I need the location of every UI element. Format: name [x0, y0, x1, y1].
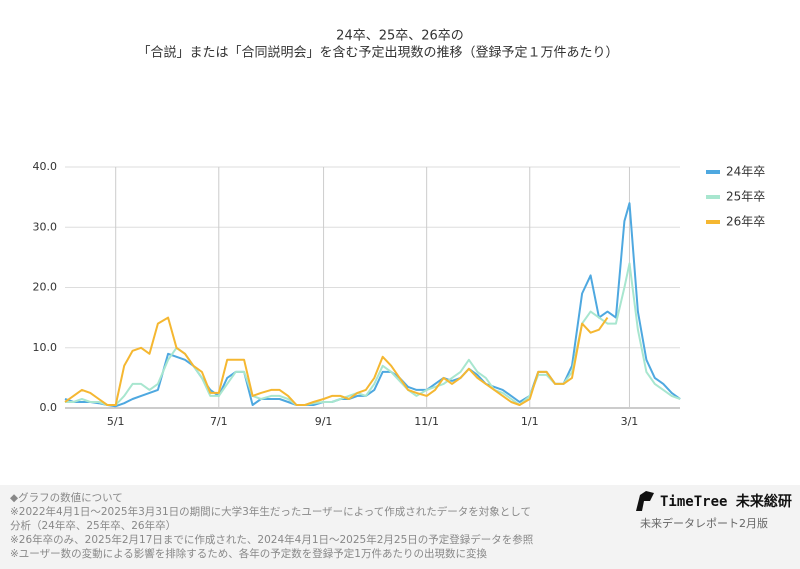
x-tick-label: 3/1 [621, 415, 639, 428]
footnote: ※2022年4月1日～2025年3月31日の期間に大学3年生だったユーザーによっ… [10, 506, 531, 518]
x-tick-label: 7/1 [210, 415, 228, 428]
legend-label: 25年卒 [726, 190, 765, 204]
series-line [64, 316, 609, 406]
footnote: ※ユーザー数の変動による影響を排除するため、各年の予定数を登録予定1万件あたりの… [10, 548, 487, 560]
x-tick-label: 11/1 [414, 415, 439, 428]
series-line [64, 202, 681, 408]
brand: TimeTree 未来総研 [660, 494, 792, 510]
series-line [65, 262, 681, 406]
footnote: ◆グラフの数値について [10, 492, 123, 504]
y-tick-label: 20.0 [33, 281, 58, 294]
x-tick-label: 1/1 [521, 415, 539, 428]
footnote: ※26年卒のみ、2025年2月17日までに作成された、2024年4月1日～202… [10, 534, 534, 546]
legend-label: 24年卒 [726, 165, 765, 179]
report: 未来データレポート2月版 [640, 517, 768, 530]
y-tick-label: 10.0 [33, 341, 58, 354]
brand-logo [636, 491, 654, 511]
legend-label: 26年卒 [726, 215, 765, 229]
y-tick-label: 30.0 [33, 220, 58, 233]
y-tick-label: 40.0 [33, 160, 58, 173]
x-tick-label: 5/1 [107, 415, 125, 428]
chart-subtitle: 「合説」または「合同説明会」を含む予定出現数の推移（登録予定１万件あたり） [137, 45, 618, 61]
x-tick-label: 9/1 [315, 415, 333, 428]
chart-title: 24卒、25卒、26卒の [336, 29, 464, 44]
y-tick-label: 0.0 [40, 401, 58, 414]
footer: ◆グラフの数値について ※2022年4月1日～2025年3月31日の期間に大学3年… [0, 485, 800, 569]
footnote: 分析（24年卒、25年卒、26年卒） [10, 520, 177, 532]
chart: 24卒、25卒、26卒の 「合説」または「合同説明会」を含む予定出現数の推移（登… [33, 29, 766, 429]
